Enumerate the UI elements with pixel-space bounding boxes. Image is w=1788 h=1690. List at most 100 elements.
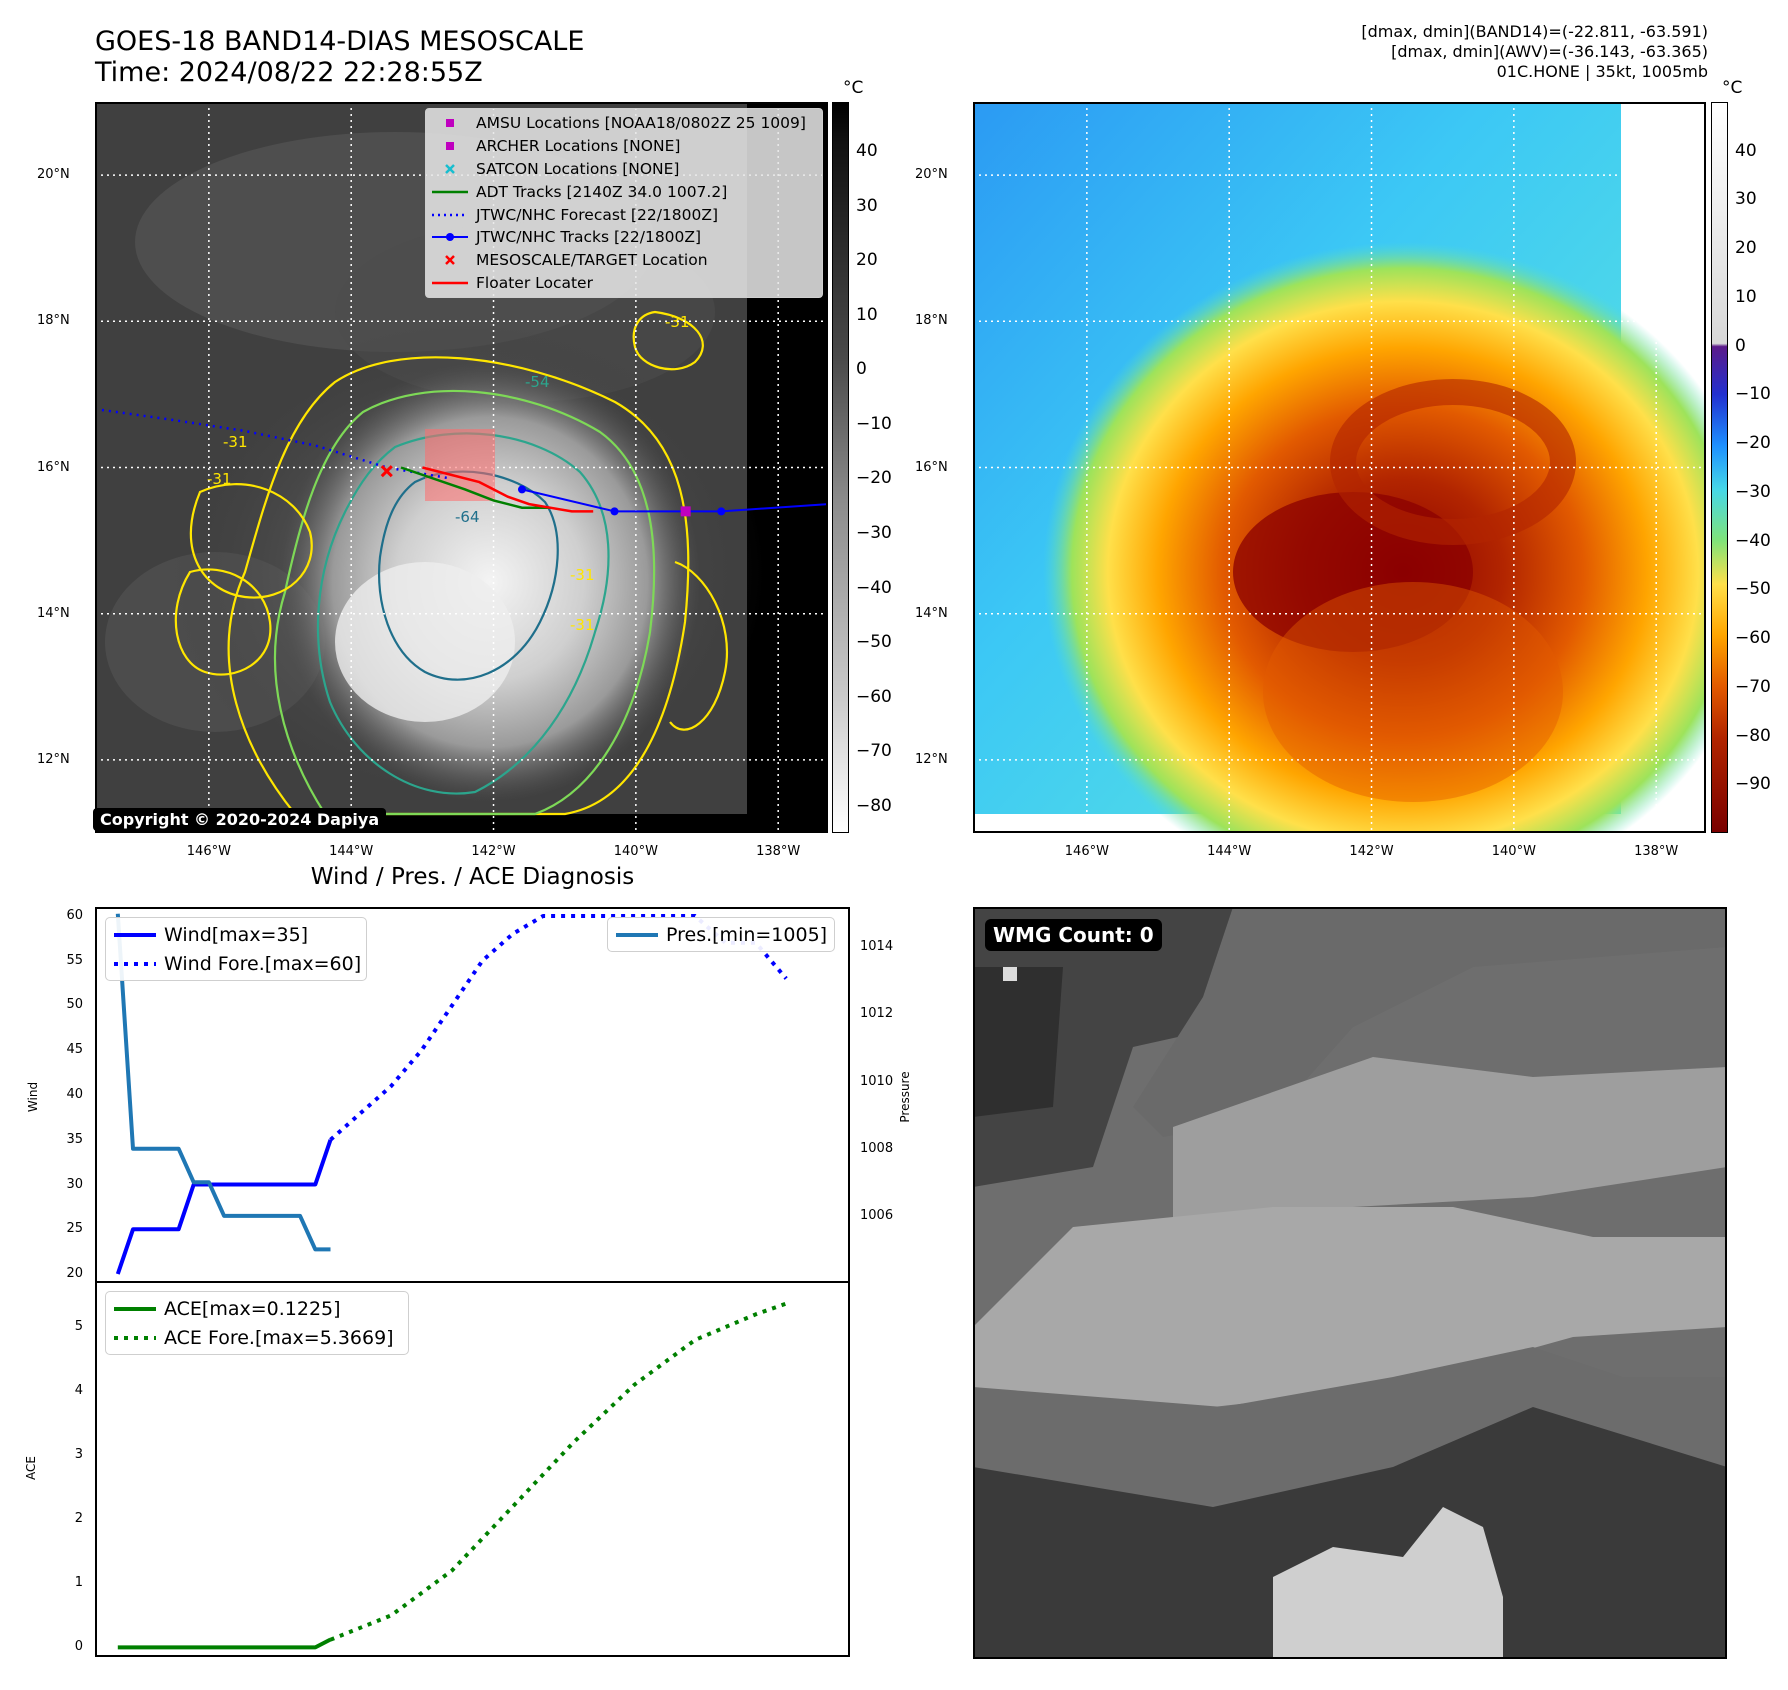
y-tick-label: 5 <box>74 1319 83 1335</box>
target-marker <box>380 465 393 478</box>
map-legend-label: Floater Locater <box>476 273 593 292</box>
wind-pressure-plot <box>115 913 788 1275</box>
map-legend-swatch <box>432 190 468 194</box>
awv-colorbar-tick: 0 <box>1735 335 1746 356</box>
awv-colorbar-unit: °C <box>1722 78 1743 98</box>
gray-colorbar <box>832 102 849 833</box>
awv-colorbar-tick: 40 <box>1735 140 1757 161</box>
lon-label: 146°W <box>186 844 231 859</box>
map-legend-item: ARCHER Locations [NONE] <box>426 135 822 158</box>
wind-fore-legend-swatch <box>114 961 156 966</box>
y-tick-label: 50 <box>66 997 83 1013</box>
mesoscale-box <box>425 429 495 501</box>
map-legend: AMSU Locations [NOAA18/0802Z 25 1009] ARC… <box>425 108 823 299</box>
map-legend-label: MESOSCALE/TARGET Location <box>476 251 708 270</box>
map-legend-swatch <box>432 233 468 242</box>
wind-fore-legend-label: Wind Fore.[max=60] <box>164 952 362 975</box>
wind-pressure-panel: Wind[max=35] Wind Fore.[max=60] Pres.[mi… <box>95 907 850 1283</box>
wind-legend-label: Wind[max=35] <box>164 923 309 946</box>
map-legend-swatch <box>445 164 455 174</box>
wmg-frame <box>973 907 1727 1659</box>
ace-series-line <box>117 1637 332 1650</box>
awv-colorbar-tick: −80 <box>1735 725 1771 746</box>
map-legend-swatch <box>446 142 454 151</box>
copyright-badge: Copyright © 2020-2024 Dapiya <box>93 808 387 831</box>
gray-colorbar-tick: −20 <box>856 468 892 489</box>
lon-label: 146°W <box>1064 844 1109 859</box>
figure-time: Time: 2024/08/22 22:28:55Z <box>95 57 483 88</box>
wmg-panel: WMG Count: 0 <box>973 907 1727 1659</box>
awv-colorbar-tick: −20 <box>1735 433 1771 454</box>
map-legend-swatch <box>432 213 468 216</box>
gray-colorbar-tick: −40 <box>856 577 892 598</box>
gray-colorbar-tick: 40 <box>856 141 878 162</box>
gray-colorbar-tick: −10 <box>856 413 892 434</box>
map-legend-label: AMSU Locations [NOAA18/0802Z 25 1009] <box>476 114 806 133</box>
amsu-marker <box>680 506 691 517</box>
y-tick-label: 25 <box>66 1221 83 1237</box>
contour-label: -54 <box>525 373 550 391</box>
awv-map-panel <box>973 102 1706 833</box>
ace-legend-swatch <box>114 1306 156 1311</box>
awv-colorbar-tick: 20 <box>1735 238 1757 259</box>
y-tick-label: 40 <box>66 1087 83 1102</box>
map-legend-item: SATCON Locations [NONE] <box>426 158 822 181</box>
y-tick-label: 30 <box>66 1176 83 1192</box>
contour-label: -64 <box>455 508 480 526</box>
lon-label: 144°W <box>329 844 374 859</box>
ace-panel: ACE[max=0.1225] ACE Fore.[max=5.3669] <box>95 1281 850 1657</box>
ace-plot <box>117 1301 787 1650</box>
jtwc-track-point <box>517 485 526 494</box>
awv-colorbar-tick: −30 <box>1735 481 1771 502</box>
wmg-count-badge: WMG Count: 0 <box>985 919 1162 951</box>
lat-label: 14°N <box>37 605 70 621</box>
pres-legend-swatch <box>616 932 658 937</box>
map-legend-swatch <box>446 119 454 128</box>
contour-label: -31 <box>570 566 595 584</box>
y-tick-label: 3 <box>74 1447 83 1463</box>
floater-track <box>422 466 594 513</box>
contour-label: -31 <box>223 433 248 451</box>
map-legend-swatch <box>432 281 468 285</box>
map-legend-label: SATCON Locations [NONE] <box>476 159 680 178</box>
adt-track <box>400 466 551 509</box>
pressure-axis-label: Pressure <box>898 1071 912 1123</box>
y-tick-label: 55 <box>66 952 83 968</box>
map-legend-item: Floater Locater <box>426 272 822 295</box>
lat-label: 16°N <box>915 459 948 475</box>
wind-legend: Wind[max=35] Wind Fore.[max=60] <box>105 917 367 981</box>
lat-label: 18°N <box>37 313 70 329</box>
map-legend-item: ADT Tracks [2140Z 34.0 1007.2] <box>426 180 822 203</box>
y2-tick-label: 1012 <box>860 1006 894 1022</box>
ir-map-frame <box>95 102 828 833</box>
lon-label: 142°W <box>1349 844 1394 859</box>
awv-map-image <box>973 102 1706 833</box>
figure-title: GOES-18 BAND14-DIAS MESOSCALE <box>95 26 585 57</box>
map-legend-label: JTWC/NHC Forecast [22/1800Z] <box>476 205 719 224</box>
y-tick-label: 60 <box>66 907 83 923</box>
info-storm: 01C.HONE | 35kt, 1005mb <box>1496 62 1708 81</box>
y-tick-label: 0 <box>74 1639 83 1655</box>
gray-colorbar-unit: °C <box>843 78 864 98</box>
gray-colorbar-tick: 20 <box>856 250 878 271</box>
contour-label: -31 <box>570 616 595 634</box>
lon-label: 142°W <box>471 844 516 859</box>
awv-colorbar-tick: 30 <box>1735 189 1757 210</box>
y2-tick-label: 1014 <box>860 939 894 955</box>
y2-tick-label: 1008 <box>860 1140 894 1156</box>
ace-fore-legend-label: ACE Fore.[max=5.3669] <box>164 1326 394 1349</box>
gray-colorbar-tick: −60 <box>856 686 892 707</box>
lon-label: 144°W <box>1207 844 1252 859</box>
wind-series-line <box>115 1139 333 1275</box>
map-legend-item: MESOSCALE/TARGET Location <box>426 249 822 272</box>
map-legend-item: JTWC/NHC Tracks [22/1800Z] <box>426 226 822 249</box>
y-tick-label: 45 <box>66 1042 83 1058</box>
lat-label: 18°N <box>915 313 948 329</box>
jtwc-track-point <box>717 507 726 516</box>
wind-legend-swatch <box>114 932 156 937</box>
lon-label: 138°W <box>756 844 801 859</box>
lon-label: 140°W <box>1491 844 1536 859</box>
awv-colorbar-tick: −50 <box>1735 579 1771 600</box>
awv-colorbar <box>1711 102 1728 833</box>
y2-tick-label: 1010 <box>860 1073 894 1089</box>
